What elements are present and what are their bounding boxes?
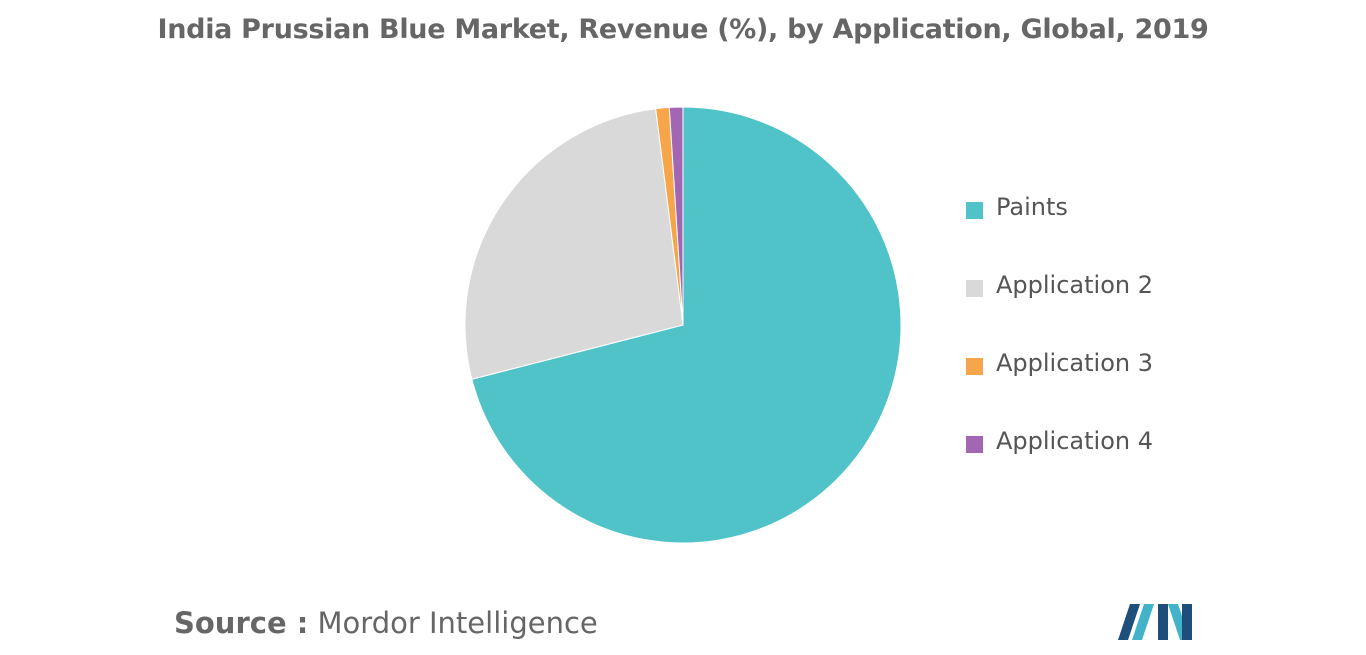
mordor-intelligence-logo-icon	[1118, 604, 1192, 640]
chart-title: India Prussian Blue Market, Revenue (%),…	[157, 14, 1209, 45]
legend-label: Application 3	[996, 349, 1153, 377]
legend-swatch	[966, 280, 983, 297]
legend-swatch	[966, 202, 983, 219]
pie-slice-application-4[interactable]	[668, 106, 684, 326]
pie-slice-application-2[interactable]	[464, 108, 684, 380]
source-value: Mordor Intelligence	[317, 606, 598, 640]
legend-swatch	[966, 358, 983, 375]
pie-slice-paints[interactable]	[471, 106, 902, 544]
legend-swatch	[966, 436, 983, 453]
source-note: Source : Mordor Intelligence	[174, 606, 598, 640]
legend-label: Paints	[996, 193, 1068, 221]
pie-slices	[464, 106, 902, 544]
legend-label: Application 2	[996, 271, 1153, 299]
source-prefix: Source :	[174, 606, 309, 640]
legend-label: Application 4	[996, 427, 1153, 455]
